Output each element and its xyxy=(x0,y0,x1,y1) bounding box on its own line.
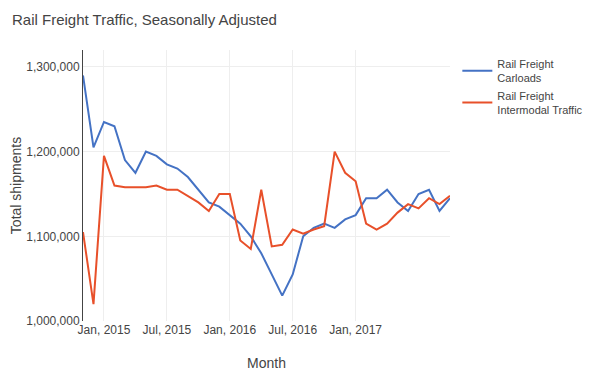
svg-text:1,000,000: 1,000,000 xyxy=(26,314,80,328)
svg-text:Jul, 2016: Jul, 2016 xyxy=(268,323,317,337)
svg-text:Total shipments: Total shipments xyxy=(8,137,24,234)
svg-text:Month: Month xyxy=(247,355,286,371)
svg-text:Rail FreightCarloads: Rail FreightCarloads xyxy=(497,58,553,84)
svg-text:Jan, 2017: Jan, 2017 xyxy=(329,323,382,337)
svg-text:Rail FreightIntermodal Traffic: Rail FreightIntermodal Traffic xyxy=(497,90,582,116)
svg-text:Jan, 2015: Jan, 2015 xyxy=(78,323,131,337)
svg-text:1,100,000: 1,100,000 xyxy=(26,230,80,244)
svg-text:1,300,000: 1,300,000 xyxy=(26,60,80,74)
svg-text:Rail Freight Traffic, Seasonal: Rail Freight Traffic, Seasonally Adjuste… xyxy=(12,11,277,28)
svg-text:Jul, 2015: Jul, 2015 xyxy=(143,323,192,337)
svg-text:Jan, 2016: Jan, 2016 xyxy=(203,323,256,337)
svg-text:1,200,000: 1,200,000 xyxy=(26,145,80,159)
